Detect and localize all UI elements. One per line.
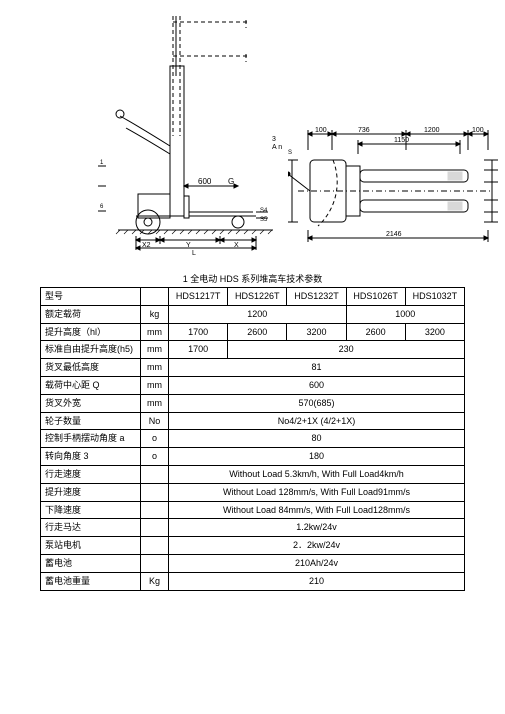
rated-load-1200: 1200: [169, 305, 347, 323]
fork-min-label: 货叉最低高度: [41, 359, 141, 377]
model-3: HDS1026T: [346, 288, 405, 306]
spec-table: 型号 HDS1217T HDS1226T HDS1232T HDS1026T H…: [40, 287, 465, 591]
row-model-label: 型号: [41, 288, 141, 306]
rated-load-label: 额定载荷: [41, 305, 141, 323]
turn-angle-label: 转向角度 3: [41, 448, 141, 466]
model-2: HDS1232T: [287, 288, 346, 306]
diagram-top-view: 100 736 1200 100 1150 2146 S: [288, 126, 498, 256]
travel-speed-label: 行走速度: [41, 465, 141, 483]
model-0: HDS1217T: [169, 288, 228, 306]
lift-height-label: 提升高度（hl）: [41, 323, 141, 341]
rated-load-1000: 1000: [346, 305, 464, 323]
svg-text:1: 1: [100, 160, 104, 166]
svg-text:S: S: [288, 150, 292, 156]
lower-speed-label: 下降速度: [41, 501, 141, 519]
lift-speed-label: 提升速度: [41, 483, 141, 501]
dim-s5: S5: [260, 217, 268, 223]
dim-L: L: [192, 250, 196, 256]
dim-y: Y: [186, 242, 191, 249]
dim-x: X: [234, 242, 239, 249]
dim-G: G: [228, 177, 234, 186]
drive-motor-label: 行走马达: [41, 519, 141, 537]
dim-t100b: 100: [472, 127, 484, 134]
wheel-qty-label: 轮子数量: [41, 412, 141, 430]
free-lift-label: 标准自由提升高度(h5): [41, 341, 141, 359]
dim-s4: S4: [260, 208, 268, 214]
dim-t2146: 2146: [386, 231, 402, 238]
model-1: HDS1226T: [228, 288, 287, 306]
diagram-side-view: 600 G S4 S5 X2 Y X L 1 6: [98, 16, 298, 256]
battery-label: 蓄电池: [41, 554, 141, 572]
dim-t1200: 1200: [424, 127, 440, 134]
dim-t736: 736: [358, 127, 370, 134]
pump-motor-label: 泵站电机: [41, 537, 141, 555]
svg-text:6: 6: [100, 204, 104, 210]
fork-outer-label: 货叉外宽: [41, 394, 141, 412]
load-center-label: 载荷中心距 Q: [41, 376, 141, 394]
model-4: HDS1032T: [405, 288, 464, 306]
battery-wt-label: 蓄电池重量: [41, 572, 141, 590]
dim-t1150: 1150: [394, 137, 409, 144]
label-3-an: 3 A n: [272, 136, 282, 152]
dim-x2: X2: [142, 242, 151, 249]
dim-t100a: 100: [315, 127, 327, 134]
table-caption: 1 全电动 HDS 系列堆高车技术参数: [40, 272, 465, 285]
tiller-angle-label: 控制手柄摆动角度 a: [41, 430, 141, 448]
dim-600: 600: [198, 177, 212, 186]
